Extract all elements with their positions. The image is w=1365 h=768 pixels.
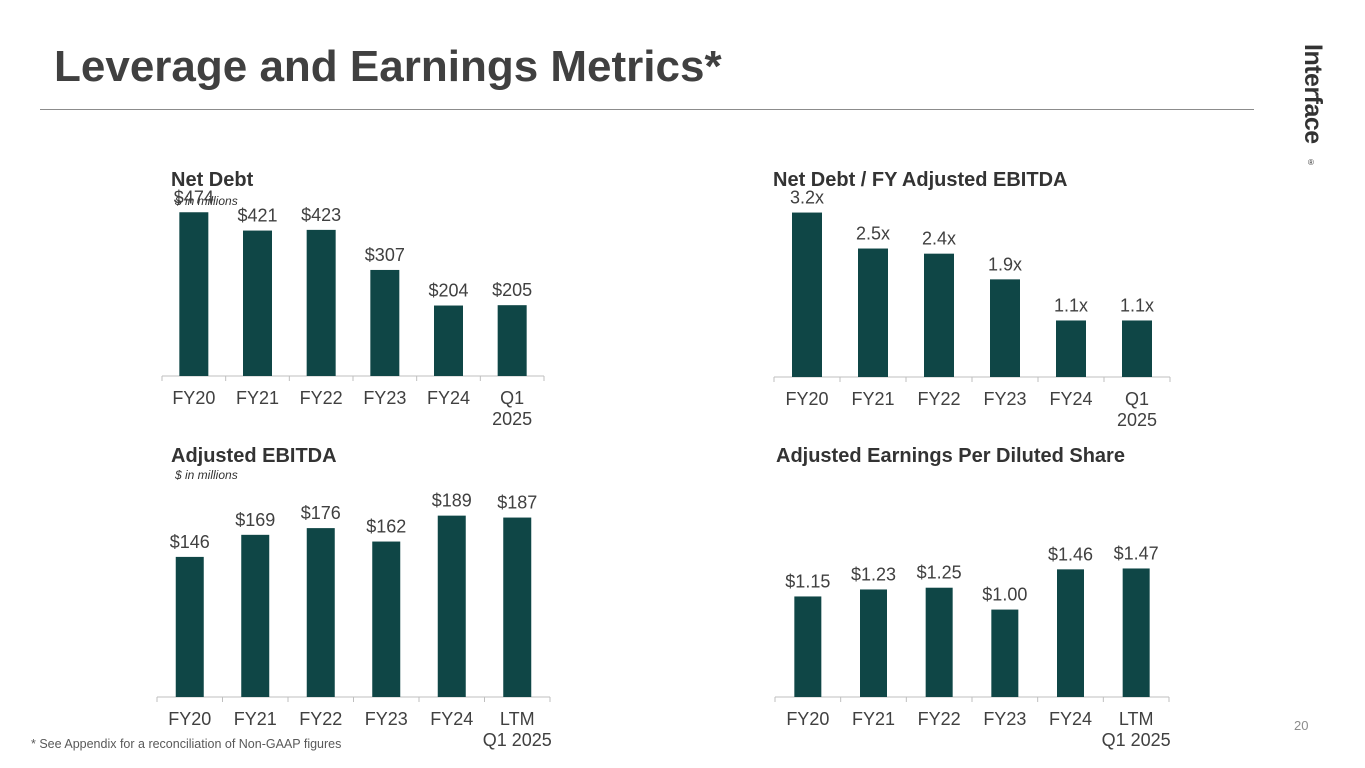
bar [860, 589, 887, 697]
data-label: $146 [170, 532, 210, 552]
x-tick-label: FY21 [852, 709, 895, 729]
x-tick-label: FY24 [430, 709, 473, 729]
logo-registered-mark: ® [1308, 158, 1314, 167]
x-tick-label: FY21 [851, 389, 894, 409]
x-tick-label: FY22 [300, 388, 343, 408]
data-label: 3.2x [790, 188, 824, 208]
bar [925, 587, 953, 697]
x-tick-label: FY23 [983, 389, 1026, 409]
x-tick-label: Q1 2025 [1102, 730, 1171, 750]
bar [990, 279, 1020, 377]
bar [792, 212, 822, 377]
x-tick-label: Q1 2025 [483, 730, 552, 750]
leverage-ratio-title: Net Debt / FY Adjusted EBITDA [773, 169, 1068, 191]
data-label: $204 [428, 281, 468, 301]
data-label: $1.00 [982, 585, 1027, 605]
x-tick-label: FY22 [918, 709, 961, 729]
x-tick-label: 2025 [492, 409, 532, 429]
data-label: $1.47 [1114, 543, 1159, 563]
x-tick-label: FY20 [785, 389, 828, 409]
data-label: $189 [432, 491, 472, 511]
data-label: 1.9x [988, 254, 1022, 274]
data-label: $205 [492, 280, 532, 300]
x-tick-label: LTM [1119, 709, 1154, 729]
data-label: $169 [235, 510, 275, 530]
title-divider [40, 109, 1254, 110]
bar [1122, 320, 1152, 377]
page-number: 20 [1294, 718, 1309, 733]
bar [794, 596, 822, 697]
x-tick-label: FY23 [983, 709, 1026, 729]
data-label: 1.1x [1054, 295, 1088, 315]
x-tick-label: Q1 [500, 388, 524, 408]
x-tick-label: FY21 [234, 709, 277, 729]
adjusted-ebitda-title: Adjusted EBITDA [171, 445, 337, 467]
adjusted-eps-title: Adjusted Earnings Per Diluted Share [776, 445, 1125, 467]
footnote: * See Appendix for a reconciliation of N… [31, 737, 342, 751]
x-tick-label: FY22 [917, 389, 960, 409]
x-tick-label: FY24 [1049, 389, 1092, 409]
bar [306, 229, 336, 376]
data-label: 2.4x [922, 229, 956, 249]
net-debt-title: Net Debt [171, 169, 254, 191]
data-label: $176 [301, 503, 341, 523]
data-label: $162 [366, 517, 406, 537]
data-label: 2.5x [856, 224, 890, 244]
x-tick-label: 2025 [1117, 410, 1157, 430]
page-title: Leverage and Earnings Metrics* [54, 42, 722, 91]
data-label: $307 [365, 245, 405, 265]
bar [243, 230, 272, 376]
bar [497, 305, 527, 376]
x-tick-label: FY23 [363, 388, 406, 408]
data-label: $474 [174, 187, 214, 207]
bar [175, 556, 204, 697]
bar [179, 212, 209, 376]
bar [1056, 320, 1086, 377]
x-tick-label: FY20 [168, 709, 211, 729]
data-label: $421 [237, 206, 277, 226]
x-tick-label: FY24 [1049, 709, 1092, 729]
data-label: $187 [497, 493, 537, 513]
bar [1122, 568, 1150, 697]
x-tick-label: LTM [500, 709, 535, 729]
bar [434, 305, 463, 376]
x-tick-label: FY20 [786, 709, 829, 729]
adjusted-ebitda-subtitle: $ in millions [175, 468, 238, 482]
x-tick-label: FY20 [172, 388, 215, 408]
bar [370, 269, 400, 376]
bar [991, 609, 1019, 697]
x-tick-label: FY24 [427, 388, 470, 408]
data-label: $1.25 [917, 563, 962, 583]
net-debt-subtitle: $ in millions [175, 194, 238, 208]
interface-logo: Interface ® [1287, 44, 1327, 167]
x-tick-label: Q1 [1125, 389, 1149, 409]
bar [306, 528, 335, 697]
bar [924, 253, 954, 377]
bar [858, 248, 888, 377]
bar [1057, 569, 1084, 697]
x-tick-label: FY22 [299, 709, 342, 729]
data-label: $1.46 [1048, 544, 1093, 564]
x-tick-label: FY23 [365, 709, 408, 729]
bar [372, 541, 401, 697]
x-tick-label: FY21 [236, 388, 279, 408]
bar [437, 515, 466, 697]
data-label: 1.1x [1120, 295, 1154, 315]
bar [241, 534, 270, 697]
data-label: $1.15 [785, 571, 830, 591]
data-label: $1.23 [851, 564, 896, 584]
bar [503, 517, 532, 697]
data-label: $423 [301, 205, 341, 225]
